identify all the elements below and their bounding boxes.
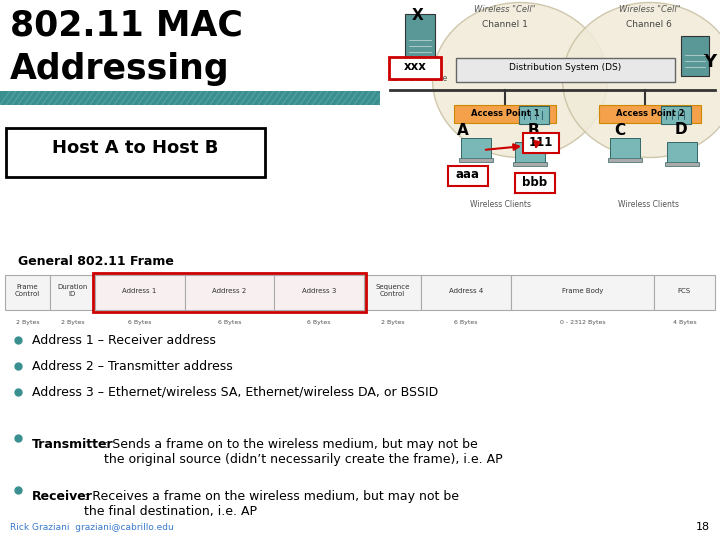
Bar [513, 162, 546, 166]
Text: Frame Body: Frame Body [562, 288, 603, 294]
FancyBboxPatch shape [462, 138, 490, 159]
Text: Address 4: Address 4 [449, 288, 483, 294]
Text: Wireless "Cell": Wireless "Cell" [474, 5, 536, 14]
Bar [93, 273, 366, 312]
Text: Address 3: Address 3 [302, 288, 336, 294]
FancyBboxPatch shape [667, 143, 697, 163]
Text: 6 Bytes: 6 Bytes [454, 320, 478, 325]
Text: 6 Bytes: 6 Bytes [307, 320, 331, 325]
Text: X: X [412, 8, 424, 23]
Bar [184, 275, 274, 310]
Text: Access Point 1: Access Point 1 [471, 109, 539, 118]
Text: D: D [675, 122, 688, 137]
Text: Rick Graziani  graziani@cabrillo.edu: Rick Graziani graziani@cabrillo.edu [10, 523, 174, 532]
FancyBboxPatch shape [405, 14, 435, 61]
Text: 2 Bytes: 2 Bytes [60, 320, 84, 325]
Text: General 802.11 Frame: General 802.11 Frame [18, 255, 174, 268]
Text: A: A [457, 123, 469, 138]
Text: 6 Bytes: 6 Bytes [217, 320, 241, 325]
FancyBboxPatch shape [515, 173, 555, 193]
Bar [511, 275, 654, 310]
FancyBboxPatch shape [0, 91, 380, 105]
Text: Receiver: Receiver [32, 490, 93, 503]
Text: aaa: aaa [456, 168, 480, 181]
Text: C: C [614, 123, 626, 138]
Text: bbb: bbb [523, 176, 548, 188]
Text: Address 2: Address 2 [212, 288, 246, 294]
Text: Address 3 – Ethernet/wireless SA, Ethernet/wireless DA, or BSSID: Address 3 – Ethernet/wireless SA, Ethern… [32, 386, 438, 399]
FancyBboxPatch shape [661, 106, 691, 124]
Text: : Receives a frame on the wireless medium, but may not be
the final destination,: : Receives a frame on the wireless mediu… [84, 490, 459, 518]
Bar [654, 275, 715, 310]
Text: 2 Bytes: 2 Bytes [381, 320, 405, 325]
Text: xxx: xxx [404, 60, 426, 73]
FancyBboxPatch shape [389, 57, 441, 79]
Bar [274, 275, 364, 310]
Text: Distribution System (DS): Distribution System (DS) [509, 64, 621, 72]
Text: Channel 1: Channel 1 [482, 20, 528, 29]
Text: Transmitter: Transmitter [32, 438, 114, 451]
Text: Addressing: Addressing [10, 52, 230, 86]
FancyBboxPatch shape [6, 128, 265, 177]
Text: : Sends a frame on to the wireless medium, but may not be
the original source (d: : Sends a frame on to the wireless mediu… [104, 438, 502, 466]
Text: B: B [527, 123, 539, 138]
Text: Frame
Control: Frame Control [15, 284, 40, 297]
Bar [364, 275, 421, 310]
Bar [95, 275, 184, 310]
Bar [50, 275, 95, 310]
Text: FCS: FCS [678, 288, 691, 294]
FancyBboxPatch shape [681, 36, 709, 76]
FancyBboxPatch shape [454, 105, 556, 123]
Text: Wireless "Cell": Wireless "Cell" [619, 5, 681, 14]
Text: 111: 111 [528, 136, 553, 148]
Text: Address 1 – Receiver address: Address 1 – Receiver address [32, 334, 216, 347]
Text: 6 Bytes: 6 Bytes [128, 320, 151, 325]
Text: Y: Y [703, 53, 716, 71]
Text: 2 Bytes: 2 Bytes [16, 320, 40, 325]
Text: Address 1: Address 1 [122, 288, 157, 294]
Ellipse shape [433, 3, 608, 158]
FancyBboxPatch shape [599, 105, 701, 123]
FancyBboxPatch shape [519, 106, 549, 124]
FancyBboxPatch shape [611, 138, 639, 159]
Text: Sequence
Control: Sequence Control [375, 284, 410, 297]
Text: Host A to Host B: Host A to Host B [52, 139, 218, 157]
Text: Channel 6: Channel 6 [626, 20, 672, 29]
Ellipse shape [562, 3, 720, 158]
FancyBboxPatch shape [523, 133, 559, 153]
Text: 4 Bytes: 4 Bytes [672, 320, 696, 325]
Text: Access Point 2: Access Point 2 [616, 109, 684, 118]
FancyBboxPatch shape [516, 143, 544, 163]
Bar [608, 158, 642, 162]
Text: 0 - 2312 Bytes: 0 - 2312 Bytes [559, 320, 606, 325]
Text: 18: 18 [696, 522, 710, 532]
Text: 802.11 MAC: 802.11 MAC [10, 8, 243, 42]
Text: Address 2 – Transmitter address: Address 2 – Transmitter address [32, 360, 233, 373]
Text: Wireless Clients: Wireless Clients [469, 200, 531, 209]
Text: Duration
ID: Duration ID [57, 284, 88, 297]
FancyBboxPatch shape [456, 58, 675, 82]
Text: Wireless Clients: Wireless Clients [618, 200, 678, 209]
Bar [421, 275, 511, 310]
Text: LAN Backbone: LAN Backbone [392, 74, 447, 83]
Bar [459, 158, 492, 162]
FancyBboxPatch shape [448, 166, 488, 186]
Bar [5, 275, 50, 310]
Bar [665, 162, 698, 166]
